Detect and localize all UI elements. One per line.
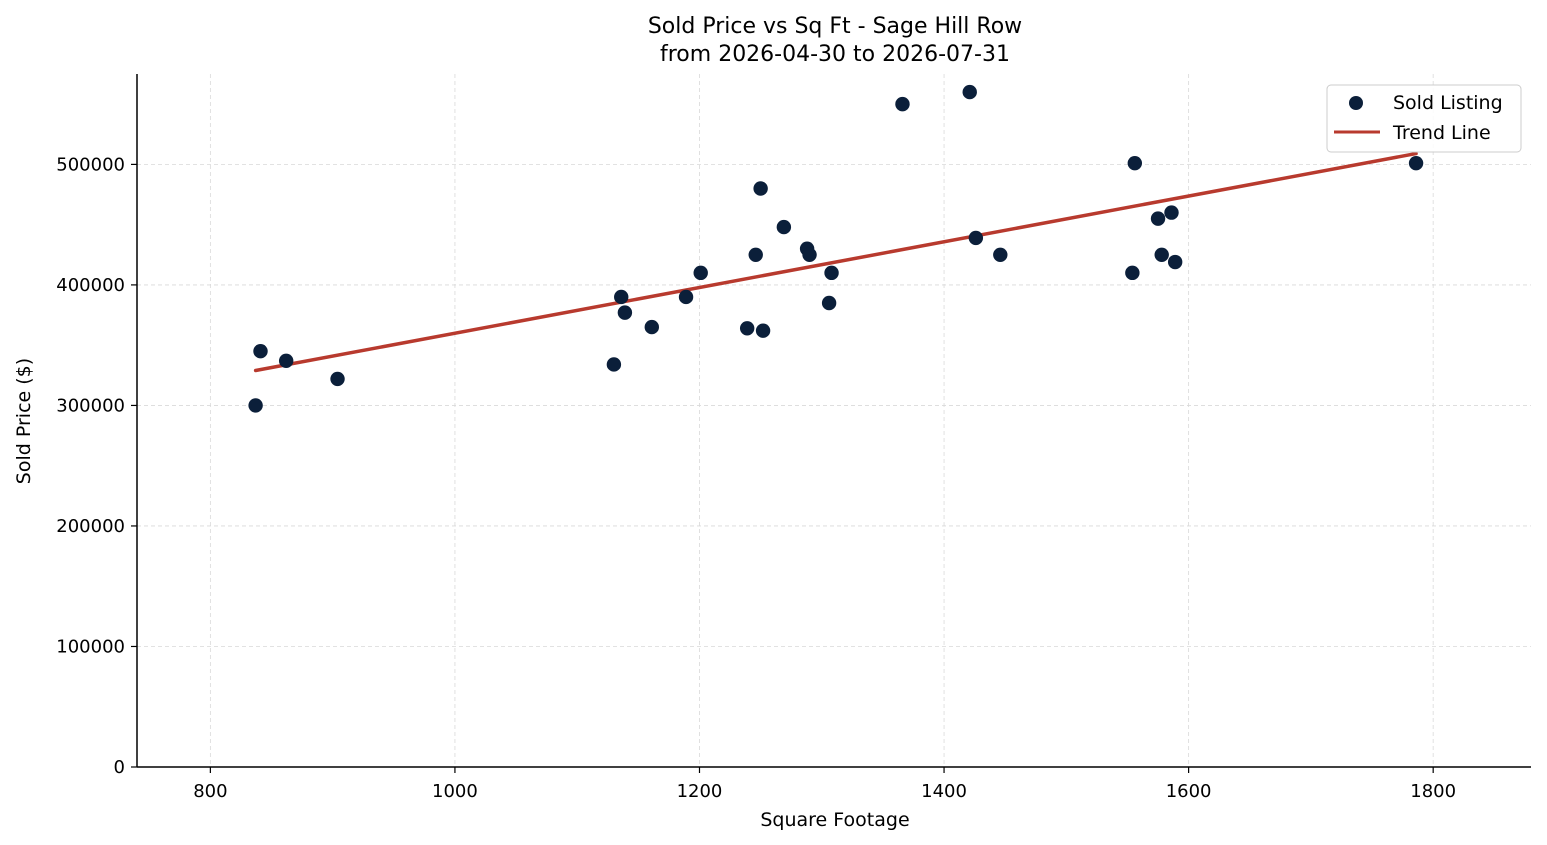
sold-listing-point (1164, 205, 1179, 220)
sold-listing-point (968, 230, 984, 246)
x-tick-label: 1600 (1166, 781, 1212, 802)
sold-listing-point (748, 247, 763, 262)
x-tick-label: 1800 (1410, 781, 1456, 802)
y-tick-label: 500000 (56, 154, 125, 175)
y-tick-label: 200000 (56, 516, 125, 537)
sold-listing-point (617, 305, 633, 320)
chart-subtitle: from 2026-04-30 to 2026-07-31 (660, 42, 1010, 67)
sold-listing-point (962, 84, 977, 100)
sold-listing-point (678, 289, 694, 305)
axes (136, 74, 1531, 768)
x-tick-label: 800 (193, 781, 227, 802)
sold-listing-point (1127, 155, 1143, 171)
sold-listing-point (248, 398, 263, 413)
sold-listing-point (802, 247, 817, 262)
sold-listing-point (1154, 247, 1169, 262)
sold-listing-point (1408, 155, 1424, 171)
sold-listing-point (253, 344, 268, 359)
x-tick-label: 1200 (677, 781, 723, 802)
legend-scatter-marker (1349, 96, 1363, 110)
sold-listing-point (895, 96, 910, 112)
legend: Sold Listing Trend Line (1326, 84, 1522, 153)
sold-listing-point (693, 265, 708, 281)
x-axis-label: Square Footage (760, 809, 909, 831)
y-tick-label: 300000 (56, 395, 125, 416)
y-axis-label: Sold Price ($) (13, 358, 35, 484)
sold-listing-point (824, 265, 839, 281)
legend-box (1326, 84, 1522, 153)
sold-listing-point (753, 181, 768, 196)
sold-listing-point (330, 371, 345, 387)
sold-listing-point (278, 353, 294, 369)
sold-listing-series (248, 84, 1424, 413)
trend-line-series (253, 151, 1418, 373)
y-tick-label: 100000 (56, 636, 125, 657)
sold-listing-point (1150, 211, 1166, 226)
chart-title-group: Sold Price vs Sq Ft - Sage Hill Row from… (648, 14, 1022, 67)
sold-listing-point (755, 323, 771, 338)
trend-line (253, 151, 1418, 373)
sold-listing-point (821, 295, 837, 311)
chart-title: Sold Price vs Sq Ft - Sage Hill Row (648, 14, 1022, 39)
x-tick-label: 1000 (432, 781, 478, 802)
sold-listing-point (739, 321, 755, 336)
grid-lines (137, 74, 1531, 768)
y-axis-ticks: 0 100000 200000 300000 400000 500000 (56, 154, 137, 778)
sold-listing-point (776, 219, 792, 235)
sold-listing-point (1167, 254, 1183, 270)
sold-listing-point (606, 357, 622, 372)
x-tick-label: 1400 (921, 781, 967, 802)
legend-label-trend-line: Trend Line (1392, 122, 1491, 144)
legend-label-sold-listing: Sold Listing (1393, 92, 1503, 114)
x-axis-ticks: 800 1000 1200 1400 1600 1800 (193, 767, 1456, 802)
sold-listing-point (1125, 265, 1140, 281)
y-tick-label: 400000 (56, 275, 125, 296)
y-tick-label: 0 (114, 757, 125, 778)
sold-listing-point (993, 247, 1008, 262)
sold-listing-point (644, 319, 660, 335)
sold-listing-point (614, 289, 629, 305)
